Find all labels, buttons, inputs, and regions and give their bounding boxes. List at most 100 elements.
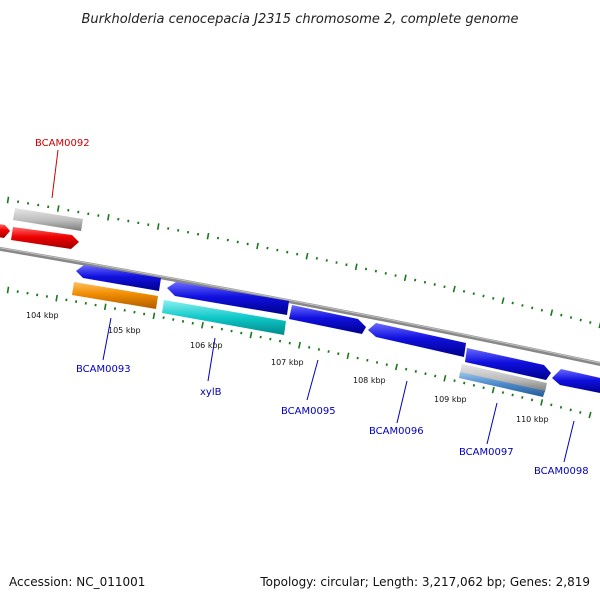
- leader-bcam0096: [396, 380, 408, 424]
- leader-bcam0098: [563, 420, 575, 463]
- upper-scale-tick: [354, 263, 358, 271]
- upper-scale-tick: [305, 252, 309, 260]
- lower-scale-tick: [491, 386, 495, 394]
- upper-scale-tick: [540, 308, 544, 312]
- upper-scale-tick: [589, 321, 592, 324]
- upper-scale-tick: [443, 285, 446, 289]
- upper-scale-tick: [403, 274, 407, 282]
- gene-arrow-red-partial[interactable]: [0, 224, 10, 238]
- gene-arrow-bcam0092[interactable]: [11, 227, 79, 249]
- upper-scale-tick: [492, 297, 495, 300]
- gene-features: [0, 208, 600, 397]
- lower-scale-tick: [259, 335, 262, 339]
- gene-arrow-bcam0095[interactable]: [289, 305, 366, 334]
- upper-scale-tick: [598, 321, 600, 329]
- lower-scale-tick: [346, 352, 350, 360]
- upper-scale-tick: [511, 301, 514, 305]
- scale-labels: 104 kbp 105 kbp 106 kbp 107 kbp 108 kbp …: [26, 311, 549, 424]
- gene-label-bcam0098[interactable]: BCAM0098: [534, 466, 589, 477]
- lower-scale-tick: [327, 350, 330, 353]
- chromosome-backbone: [0, 246, 600, 366]
- lower-scale-tick: [385, 363, 388, 366]
- lower-scale-tick: [240, 331, 243, 335]
- lower-scale-tick: [211, 325, 214, 329]
- upper-scale-tick: [345, 263, 348, 267]
- lower-scale-tick: [463, 381, 466, 385]
- gene-arrow-bcam0097-blue[interactable]: [465, 348, 551, 380]
- leader-bcam0095: [306, 359, 319, 401]
- lower-scale-tick: [579, 411, 582, 414]
- genome-stats-label: Topology: circular; Length: 3,217,062 bp…: [259, 575, 590, 589]
- gene-label-bcam0092[interactable]: BCAM0092: [35, 138, 90, 149]
- upper-scale-tick: [177, 229, 180, 232]
- upper-scale-tick: [56, 205, 60, 212]
- gene-label-xylb[interactable]: xylB: [200, 387, 222, 398]
- lower-scale-tick: [434, 374, 437, 378]
- upper-scale-tick: [286, 250, 289, 254]
- lower-scale-tick: [482, 386, 485, 390]
- lower-scale-tick: [414, 369, 417, 373]
- lower-scale-tick: [569, 408, 572, 412]
- gene-bar-xylb-cyan[interactable]: [162, 300, 286, 335]
- lower-scale-tick: [337, 352, 340, 356]
- lower-scale-tick: [405, 367, 408, 371]
- leader-bcam0093: [102, 317, 112, 361]
- gene-arrow-xylb-blue[interactable]: [167, 282, 289, 315]
- upper-scale-tick: [579, 318, 582, 322]
- gene-bar-bcam0097-grey[interactable]: [460, 364, 547, 392]
- upper-scale-tick: [156, 223, 160, 230]
- upper-tick-ring: [6, 196, 600, 329]
- gene-label-bcam0097[interactable]: BCAM0097: [459, 447, 514, 458]
- upper-scale-tick: [560, 313, 563, 317]
- lower-scale-tick: [249, 331, 253, 339]
- lower-scale-tick: [559, 405, 563, 409]
- upper-scale-tick: [266, 246, 269, 250]
- lower-scale-tick: [511, 393, 514, 397]
- accession-label: Accession: NC_011001: [9, 575, 145, 589]
- gene-bar-bcam0092-grey[interactable]: [13, 208, 83, 231]
- gene-arrow-bcam0096[interactable]: [368, 323, 466, 357]
- scale-label-108kbp: 108 kbp: [353, 376, 386, 385]
- map-title: Burkholderia cenocepacia J2315 chromosom…: [81, 12, 518, 27]
- leader-xylb: [207, 337, 216, 382]
- upper-scale-tick: [482, 294, 485, 298]
- upper-scale-tick: [423, 280, 427, 284]
- lower-scale-tick: [375, 361, 379, 364]
- upper-scale-tick: [226, 238, 229, 242]
- lower-scale-tick: [220, 327, 223, 331]
- upper-scale-tick: [501, 297, 505, 304]
- lower-scale-tick: [308, 345, 311, 349]
- upper-scale-tick: [315, 257, 318, 260]
- upper-scale-tick: [452, 285, 456, 293]
- gene-label-bcam0093[interactable]: BCAM0093: [76, 364, 131, 375]
- lower-scale-tick: [103, 303, 107, 311]
- upper-scale-tick: [196, 232, 200, 236]
- lower-scale-tick: [278, 339, 282, 343]
- gene-bar-bcam0093-orange[interactable]: [72, 282, 158, 309]
- lower-scale-tick: [317, 348, 321, 351]
- lower-scale-tick: [472, 383, 476, 387]
- upper-scale-tick: [374, 269, 378, 273]
- lower-scale-tick: [501, 391, 505, 394]
- gene-arrow-bcam0098[interactable]: [552, 369, 600, 394]
- upper-scale-tick: [521, 304, 524, 307]
- lower-scale-tick: [394, 363, 398, 371]
- lower-scale-tick: [453, 379, 456, 382]
- lower-scale-tick: [143, 312, 146, 316]
- lower-scale-tick: [521, 396, 524, 399]
- lower-scale-tick: [424, 372, 427, 376]
- gene-label-bcam0095[interactable]: BCAM0095: [281, 406, 336, 417]
- scale-label-106kbp: 106 kbp: [190, 341, 223, 350]
- upper-scale-tick: [296, 252, 299, 256]
- gene-bar-bcam0097-steel[interactable]: [459, 372, 545, 397]
- lower-scale-tick: [133, 310, 136, 314]
- gene-arrow-bcam0093-blue[interactable]: [76, 265, 161, 291]
- scale-label-109kbp: 109 kbp: [434, 395, 467, 404]
- upper-scale-tick: [6, 196, 10, 204]
- upper-scale-tick: [256, 242, 259, 250]
- lower-scale-tick: [550, 403, 553, 407]
- lower-scale-tick: [269, 337, 272, 341]
- upper-scale-tick: [276, 248, 279, 252]
- gene-label-bcam0096[interactable]: BCAM0096: [369, 426, 424, 437]
